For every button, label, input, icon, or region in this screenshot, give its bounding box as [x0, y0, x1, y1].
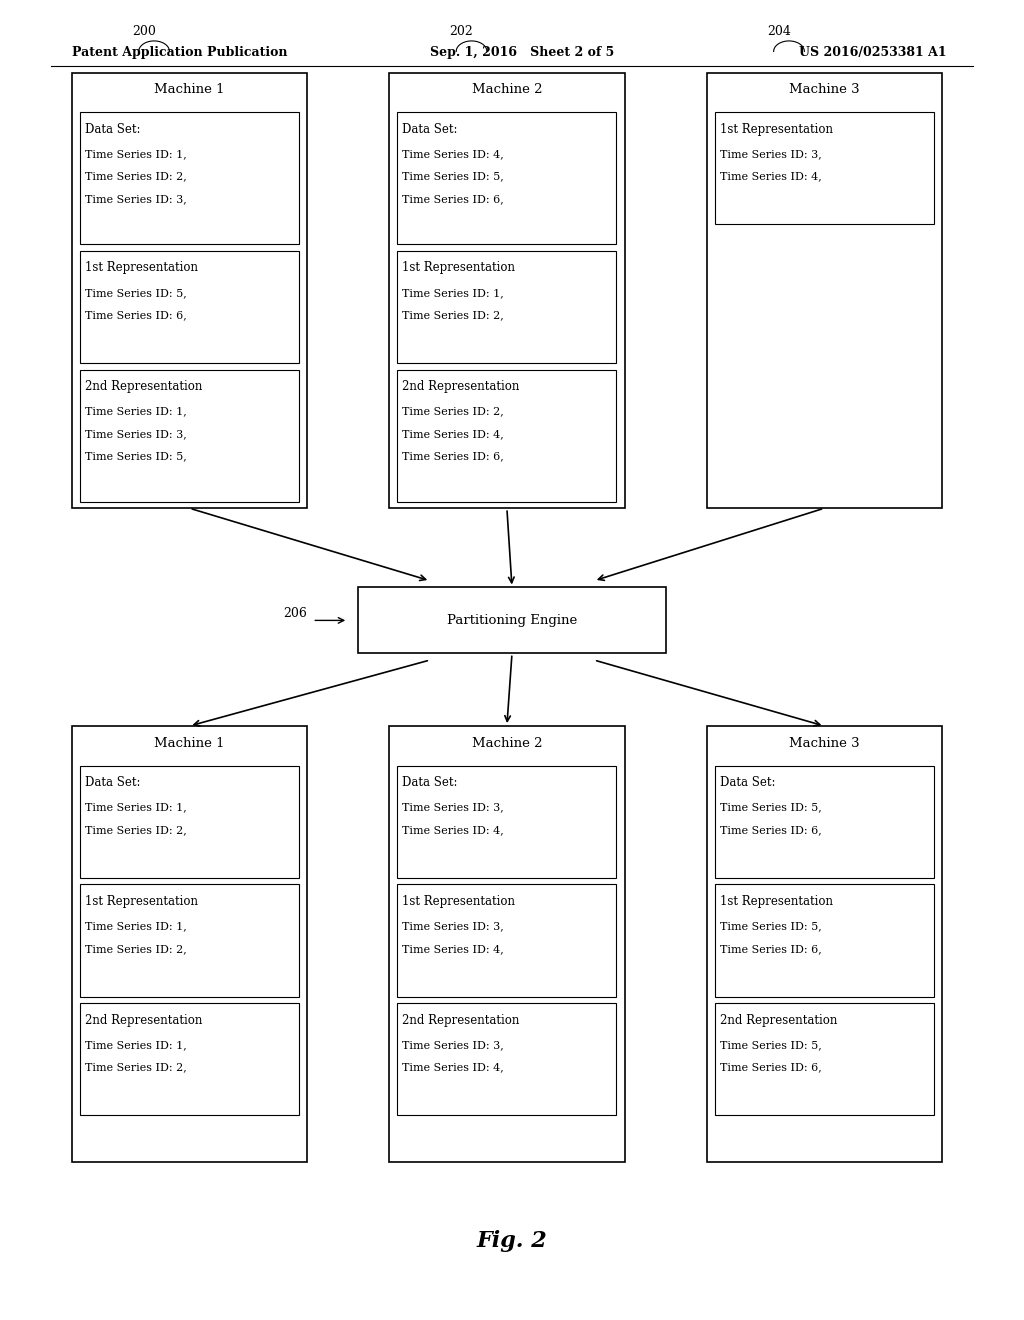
Text: Machine 2: Machine 2: [472, 83, 542, 96]
Text: Time Series ID: 3,: Time Series ID: 3,: [402, 921, 504, 932]
Text: Machine 1: Machine 1: [155, 737, 224, 750]
Text: Fig. 2: Fig. 2: [476, 1230, 548, 1251]
Text: Time Series ID: 6,: Time Series ID: 6,: [402, 194, 504, 205]
FancyBboxPatch shape: [397, 112, 616, 244]
Text: 2nd Representation: 2nd Representation: [85, 1014, 203, 1027]
Text: Time Series ID: 5,: Time Series ID: 5,: [85, 451, 186, 462]
FancyBboxPatch shape: [707, 726, 942, 1162]
Text: Time Series ID: 6,: Time Series ID: 6,: [720, 825, 821, 836]
Text: Time Series ID: 3,: Time Series ID: 3,: [402, 1040, 504, 1051]
FancyBboxPatch shape: [715, 766, 934, 878]
FancyBboxPatch shape: [80, 1003, 299, 1115]
Text: Time Series ID: 6,: Time Series ID: 6,: [720, 944, 821, 954]
FancyBboxPatch shape: [80, 884, 299, 997]
Text: 206: 206: [284, 607, 307, 620]
FancyBboxPatch shape: [707, 73, 942, 508]
Text: Time Series ID: 5,: Time Series ID: 5,: [402, 172, 504, 182]
Text: Time Series ID: 5,: Time Series ID: 5,: [720, 803, 821, 813]
FancyBboxPatch shape: [397, 251, 616, 363]
Text: 1st Representation: 1st Representation: [720, 123, 833, 136]
Text: Time Series ID: 3,: Time Series ID: 3,: [85, 429, 186, 440]
Text: Time Series ID: 1,: Time Series ID: 1,: [85, 407, 186, 417]
Text: Time Series ID: 4,: Time Series ID: 4,: [720, 172, 821, 182]
FancyBboxPatch shape: [80, 370, 299, 502]
Text: Time Series ID: 4,: Time Series ID: 4,: [402, 429, 504, 440]
Text: Sep. 1, 2016   Sheet 2 of 5: Sep. 1, 2016 Sheet 2 of 5: [430, 46, 614, 59]
FancyBboxPatch shape: [80, 251, 299, 363]
Text: Time Series ID: 1,: Time Series ID: 1,: [85, 803, 186, 813]
Text: Time Series ID: 6,: Time Series ID: 6,: [85, 310, 186, 321]
Text: Data Set:: Data Set:: [720, 776, 775, 789]
Text: Machine 3: Machine 3: [790, 83, 859, 96]
Text: Machine 2: Machine 2: [472, 737, 542, 750]
Text: Data Set:: Data Set:: [85, 123, 140, 136]
FancyBboxPatch shape: [389, 726, 625, 1162]
Text: 2nd Representation: 2nd Representation: [720, 1014, 838, 1027]
FancyBboxPatch shape: [80, 766, 299, 878]
Text: Time Series ID: 1,: Time Series ID: 1,: [85, 921, 186, 932]
Text: Time Series ID: 5,: Time Series ID: 5,: [85, 288, 186, 298]
Text: Time Series ID: 4,: Time Series ID: 4,: [402, 825, 504, 836]
Text: 1st Representation: 1st Representation: [85, 261, 198, 275]
Text: US 2016/0253381 A1: US 2016/0253381 A1: [799, 46, 946, 59]
Text: Patent Application Publication: Patent Application Publication: [72, 46, 287, 59]
Text: Time Series ID: 1,: Time Series ID: 1,: [402, 288, 504, 298]
Text: Machine 3: Machine 3: [790, 737, 859, 750]
Text: Time Series ID: 5,: Time Series ID: 5,: [720, 921, 821, 932]
Text: Machine 1: Machine 1: [155, 83, 224, 96]
Text: Time Series ID: 1,: Time Series ID: 1,: [85, 149, 186, 160]
Text: Partitioning Engine: Partitioning Engine: [446, 614, 578, 627]
Text: Time Series ID: 4,: Time Series ID: 4,: [402, 149, 504, 160]
Text: Data Set:: Data Set:: [402, 123, 458, 136]
Text: 1st Representation: 1st Representation: [85, 895, 198, 908]
FancyBboxPatch shape: [397, 370, 616, 502]
Text: Data Set:: Data Set:: [85, 776, 140, 789]
FancyBboxPatch shape: [80, 112, 299, 244]
Text: Time Series ID: 4,: Time Series ID: 4,: [402, 1063, 504, 1073]
Text: 204: 204: [767, 25, 791, 38]
Text: 1st Representation: 1st Representation: [402, 895, 515, 908]
Text: 1st Representation: 1st Representation: [720, 895, 833, 908]
Text: 1st Representation: 1st Representation: [402, 261, 515, 275]
Text: 200: 200: [132, 25, 156, 38]
Text: Time Series ID: 2,: Time Series ID: 2,: [85, 172, 186, 182]
Text: Time Series ID: 2,: Time Series ID: 2,: [85, 825, 186, 836]
Text: Time Series ID: 3,: Time Series ID: 3,: [720, 149, 821, 160]
Text: Time Series ID: 2,: Time Series ID: 2,: [85, 944, 186, 954]
Text: Data Set:: Data Set:: [402, 776, 458, 789]
FancyBboxPatch shape: [397, 766, 616, 878]
Text: 2nd Representation: 2nd Representation: [85, 380, 203, 393]
Text: Time Series ID: 2,: Time Series ID: 2,: [85, 1063, 186, 1073]
FancyBboxPatch shape: [389, 73, 625, 508]
FancyBboxPatch shape: [397, 1003, 616, 1115]
Text: Time Series ID: 5,: Time Series ID: 5,: [720, 1040, 821, 1051]
FancyBboxPatch shape: [715, 884, 934, 997]
Text: Time Series ID: 2,: Time Series ID: 2,: [402, 310, 504, 321]
FancyBboxPatch shape: [397, 884, 616, 997]
Text: 202: 202: [450, 25, 473, 38]
FancyBboxPatch shape: [72, 726, 307, 1162]
Text: 2nd Representation: 2nd Representation: [402, 1014, 520, 1027]
FancyBboxPatch shape: [715, 1003, 934, 1115]
Text: Time Series ID: 3,: Time Series ID: 3,: [85, 194, 186, 205]
FancyBboxPatch shape: [72, 73, 307, 508]
Text: Time Series ID: 6,: Time Series ID: 6,: [720, 1063, 821, 1073]
Text: 2nd Representation: 2nd Representation: [402, 380, 520, 393]
Text: Time Series ID: 1,: Time Series ID: 1,: [85, 1040, 186, 1051]
Text: Time Series ID: 6,: Time Series ID: 6,: [402, 451, 504, 462]
Text: Time Series ID: 3,: Time Series ID: 3,: [402, 803, 504, 813]
FancyBboxPatch shape: [715, 112, 934, 224]
Text: Time Series ID: 2,: Time Series ID: 2,: [402, 407, 504, 417]
FancyBboxPatch shape: [358, 587, 666, 653]
Text: Time Series ID: 4,: Time Series ID: 4,: [402, 944, 504, 954]
